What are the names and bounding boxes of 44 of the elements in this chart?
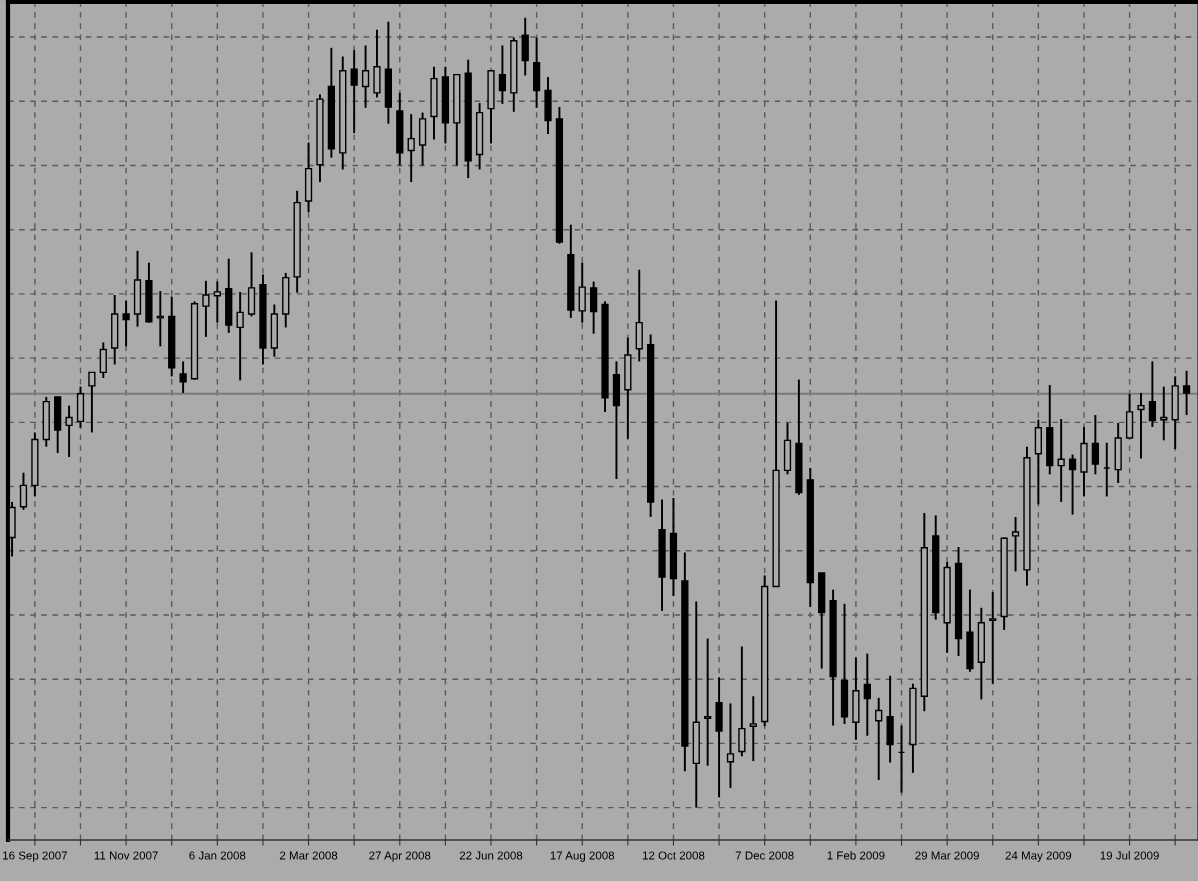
candlestick (407, 113, 415, 184)
x-tick-label: 11 Nov 2007 (94, 851, 158, 860)
candlestick (863, 652, 871, 737)
candlestick (1137, 391, 1145, 460)
x-tick-label: 6 Jan 2008 (189, 851, 246, 860)
x-tick-label: 12 Oct 2008 (642, 851, 705, 860)
x-tick-label: 7 Dec 2008 (735, 851, 794, 860)
candlestick (88, 371, 96, 434)
candlestick (498, 44, 507, 105)
candlestick (213, 280, 221, 324)
candlestick (1160, 385, 1168, 442)
candlestick (65, 404, 73, 458)
candlestick (202, 279, 210, 338)
x-tick-label: 16 Sep 2007 (3, 851, 67, 862)
candlestick (1182, 369, 1191, 417)
x-tick-label: 17 Aug 2008 (550, 851, 615, 862)
candlestick (179, 360, 187, 394)
candlestick (704, 637, 712, 767)
candlestick (156, 290, 164, 348)
candlestick (1068, 453, 1077, 516)
x-tick-label: 22 Jun 2008 (459, 851, 523, 860)
candlestick (590, 280, 598, 335)
candlestick (578, 261, 586, 324)
candlestick (1057, 418, 1065, 503)
x-tick-label: 29 Mar 2009 (915, 851, 979, 860)
x-tick-label: 1 Feb 2009 (827, 851, 885, 860)
candlestick (1148, 360, 1157, 428)
x-tick-label: 24 May 2009 (1005, 851, 1072, 862)
candlestick (989, 591, 997, 685)
candlestick (19, 471, 28, 511)
x-tick-label: 27 Apr 2008 (369, 851, 431, 862)
candlestick (875, 696, 883, 781)
candlestick (361, 44, 370, 109)
candlestick (236, 290, 244, 382)
candlestick (749, 695, 757, 762)
candlestick (122, 299, 130, 348)
x-tick-label: 19 Jul 2009 (1100, 851, 1159, 860)
candlestick (350, 49, 358, 135)
candlestick (99, 341, 107, 379)
candlestick (1091, 414, 1099, 476)
candlestick (738, 645, 746, 758)
candlestick (1011, 515, 1020, 573)
candlestick (726, 702, 735, 789)
x-tick-label: 2 Mar 2008 (279, 851, 338, 860)
